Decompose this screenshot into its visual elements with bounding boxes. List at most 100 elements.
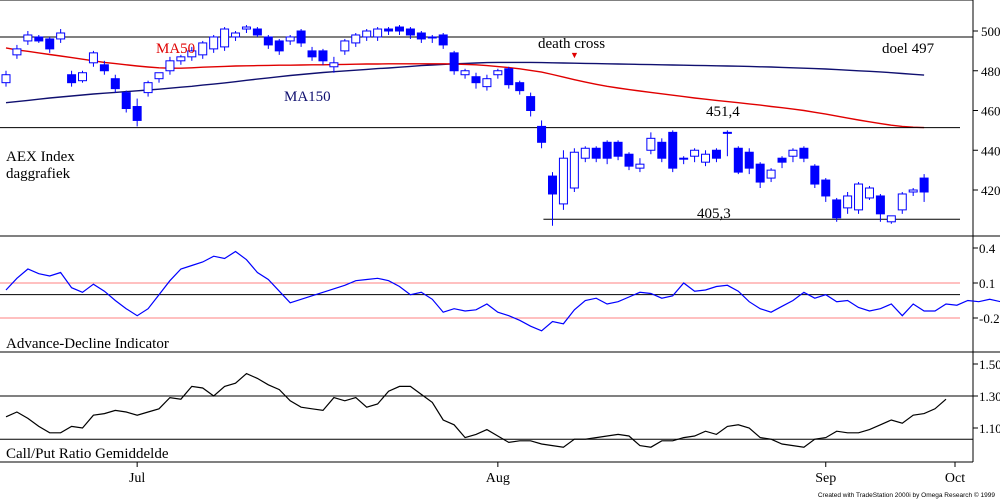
candle bbox=[733, 146, 743, 175]
candle bbox=[132, 98, 142, 127]
candle bbox=[143, 80, 153, 97]
candle bbox=[296, 29, 306, 47]
candle-body-up bbox=[285, 36, 295, 42]
candle-body-up bbox=[220, 28, 230, 48]
candle-body-down bbox=[755, 163, 765, 183]
candle bbox=[373, 27, 383, 41]
cp-reference-lines bbox=[0, 395, 973, 440]
candle bbox=[788, 148, 798, 163]
candle-body-down bbox=[318, 50, 328, 62]
candle bbox=[722, 130, 732, 157]
candle bbox=[657, 138, 667, 163]
candle-body-down bbox=[45, 38, 55, 50]
candle bbox=[766, 168, 776, 183]
candle bbox=[777, 156, 787, 169]
candle bbox=[384, 27, 394, 35]
candle bbox=[34, 34, 44, 43]
candle bbox=[285, 34, 295, 45]
candle bbox=[274, 38, 284, 55]
candle-body-up bbox=[340, 40, 350, 52]
candle-body-down bbox=[832, 199, 842, 219]
candle bbox=[471, 72, 481, 89]
candle bbox=[613, 140, 623, 161]
candle-body-down bbox=[548, 175, 557, 195]
x-axis-labels: Jul Aug Sep Oct bbox=[129, 462, 965, 486]
candle bbox=[591, 146, 601, 163]
moving-averages bbox=[5, 47, 925, 129]
candle-body-up bbox=[646, 137, 656, 151]
candle bbox=[504, 66, 514, 89]
candle-body-up bbox=[493, 70, 503, 76]
target-label: doel 497 bbox=[882, 41, 935, 57]
candle bbox=[646, 132, 656, 155]
candle-body-down bbox=[537, 125, 547, 143]
x-tick-label: Oct bbox=[945, 471, 965, 486]
candle bbox=[886, 215, 896, 224]
price-tick-label: 460 bbox=[981, 104, 1000, 119]
candle bbox=[438, 32, 448, 49]
upper-level-label: 451,4 bbox=[706, 104, 740, 120]
candle-body-down bbox=[263, 36, 273, 46]
candle bbox=[252, 27, 262, 37]
candle-body-up bbox=[558, 157, 568, 205]
candle-body-up bbox=[373, 28, 383, 38]
candle-body-down bbox=[384, 28, 394, 32]
candle bbox=[493, 68, 503, 79]
candle-body-up bbox=[854, 183, 864, 211]
candle-body-up bbox=[482, 78, 492, 88]
candle-body-up bbox=[176, 56, 186, 62]
candle-body-down bbox=[711, 149, 721, 159]
candle-body-down bbox=[34, 36, 44, 42]
candle-body-up bbox=[635, 163, 645, 169]
candle-body-down bbox=[777, 157, 787, 163]
candle bbox=[121, 90, 131, 113]
candle-body-down bbox=[296, 30, 306, 44]
candle-body-up bbox=[766, 169, 776, 179]
candle-body-up bbox=[843, 195, 853, 209]
candle-body-up bbox=[56, 32, 66, 40]
candle-body-down bbox=[471, 76, 481, 84]
candle bbox=[679, 156, 689, 165]
candle bbox=[602, 140, 612, 165]
candle-body-down bbox=[121, 92, 131, 110]
price-tick-label: 480 bbox=[981, 64, 1000, 79]
candle-body-down bbox=[132, 106, 142, 121]
candle bbox=[329, 56, 339, 73]
price-y-ticks: 420 440 460 480 500 bbox=[973, 24, 1000, 198]
candle-body-down bbox=[591, 147, 601, 159]
candle bbox=[263, 34, 273, 49]
candle bbox=[460, 68, 470, 79]
x-tick-label: Aug bbox=[486, 471, 510, 486]
candle-body-up bbox=[209, 36, 219, 50]
candle bbox=[209, 34, 219, 53]
candle bbox=[449, 50, 459, 75]
cp-tick-label: 1.30 bbox=[979, 389, 1000, 404]
cp-tick-label: 1.50 bbox=[979, 357, 1000, 372]
candle bbox=[99, 60, 109, 75]
candle-body-down bbox=[394, 26, 404, 32]
candle bbox=[864, 186, 874, 200]
cp-chart-title: Call/Put Ratio Gemiddelde bbox=[6, 446, 169, 462]
candle bbox=[307, 46, 317, 61]
price-tick-label: 440 bbox=[981, 143, 1000, 158]
candle bbox=[515, 80, 525, 95]
candle-body-up bbox=[886, 215, 896, 223]
candle bbox=[187, 46, 197, 61]
candle bbox=[482, 74, 492, 91]
ad-tick-label: 0.4 bbox=[979, 241, 996, 256]
ad-tick-label: -0.2 bbox=[979, 311, 1000, 326]
price-chart-title-line2: daggrafiek bbox=[6, 166, 71, 182]
candle-body-down bbox=[274, 40, 284, 52]
candle-body-up bbox=[690, 149, 700, 157]
candle bbox=[176, 54, 186, 65]
candle bbox=[908, 188, 918, 196]
candle bbox=[875, 193, 885, 222]
candle bbox=[854, 182, 864, 214]
candle-body-up bbox=[12, 48, 22, 56]
candle bbox=[701, 150, 711, 167]
ad-chart-title: Advance-Decline Indicator bbox=[6, 336, 169, 352]
candle bbox=[23, 31, 33, 45]
candle-body-up bbox=[88, 52, 98, 64]
ma50-line bbox=[5, 47, 925, 129]
